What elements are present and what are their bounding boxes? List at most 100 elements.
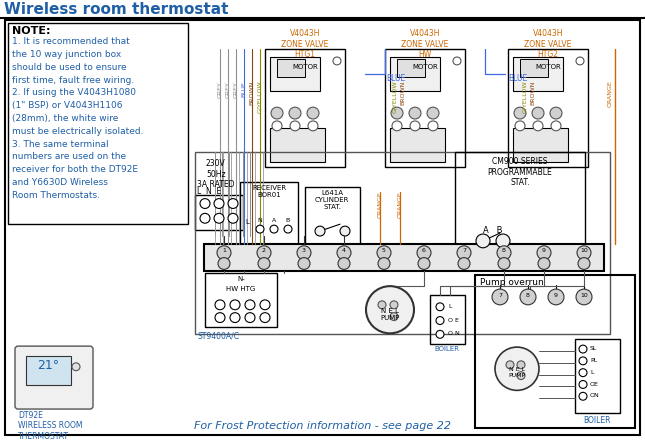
- Circle shape: [307, 107, 319, 119]
- Text: N: N: [257, 218, 263, 224]
- Text: L: L: [448, 304, 452, 309]
- Circle shape: [230, 300, 240, 310]
- Bar: [520, 59, 548, 77]
- Circle shape: [532, 107, 544, 119]
- Text: 21°: 21°: [37, 359, 59, 372]
- Text: 5: 5: [382, 248, 386, 253]
- Text: DT92E
WIRELESS ROOM
THERMOSTAT: DT92E WIRELESS ROOM THERMOSTAT: [18, 411, 83, 441]
- Circle shape: [436, 330, 444, 338]
- Circle shape: [550, 107, 562, 119]
- Circle shape: [418, 257, 430, 270]
- Bar: [390, 57, 440, 92]
- Text: MOTOR: MOTOR: [412, 64, 438, 70]
- Text: BOILER: BOILER: [435, 346, 459, 352]
- Text: ST9400A/C: ST9400A/C: [198, 331, 240, 340]
- Circle shape: [579, 345, 587, 353]
- Text: OE: OE: [590, 382, 599, 387]
- Text: Wireless room thermostat: Wireless room thermostat: [4, 2, 228, 17]
- Circle shape: [245, 300, 255, 310]
- Text: and Y6630D Wireless: and Y6630D Wireless: [12, 178, 108, 187]
- Text: MOTOR: MOTOR: [292, 64, 318, 70]
- Text: 3: 3: [302, 248, 306, 253]
- Text: GREY: GREY: [217, 80, 223, 97]
- Circle shape: [390, 313, 398, 320]
- Bar: [195, 195, 243, 230]
- Circle shape: [436, 303, 444, 311]
- Circle shape: [476, 234, 490, 248]
- Bar: [385, 49, 465, 167]
- Circle shape: [579, 369, 587, 377]
- Text: first time, fault free wiring.: first time, fault free wiring.: [12, 76, 134, 85]
- Circle shape: [514, 107, 526, 119]
- Circle shape: [215, 300, 225, 310]
- Bar: [265, 49, 345, 167]
- Text: RECEIVER
BOR01: RECEIVER BOR01: [252, 185, 286, 198]
- Text: V4043H
ZONE VALVE
HW: V4043H ZONE VALVE HW: [401, 30, 449, 59]
- Circle shape: [218, 257, 230, 270]
- Circle shape: [378, 301, 386, 309]
- Circle shape: [258, 257, 270, 270]
- Circle shape: [392, 121, 402, 131]
- Bar: [513, 128, 568, 162]
- Circle shape: [517, 372, 525, 380]
- Text: the 10 way junction box: the 10 way junction box: [12, 50, 121, 59]
- Bar: [204, 244, 604, 271]
- Circle shape: [340, 226, 350, 236]
- Text: A: A: [272, 218, 276, 224]
- Text: GREY: GREY: [233, 80, 239, 97]
- Circle shape: [458, 257, 470, 270]
- Bar: [508, 49, 588, 167]
- Text: MOTOR: MOTOR: [535, 64, 561, 70]
- Circle shape: [495, 347, 539, 390]
- Circle shape: [506, 361, 514, 369]
- Text: BROWN: BROWN: [401, 80, 406, 105]
- Text: must be electrically isolated.: must be electrically isolated.: [12, 127, 143, 136]
- Text: L  N  E: L N E: [197, 187, 221, 196]
- Text: 9: 9: [542, 248, 546, 253]
- Bar: [205, 274, 277, 328]
- Circle shape: [457, 246, 471, 260]
- Bar: [575, 339, 620, 413]
- Text: L641A
CYLINDER
STAT.: L641A CYLINDER STAT.: [315, 190, 349, 210]
- Text: 4: 4: [342, 248, 346, 253]
- Bar: [397, 59, 425, 77]
- Circle shape: [338, 257, 350, 270]
- Text: ON: ON: [590, 393, 600, 398]
- Text: BLUE: BLUE: [386, 74, 405, 83]
- Circle shape: [579, 392, 587, 400]
- Circle shape: [200, 198, 210, 208]
- Text: L: L: [590, 370, 593, 375]
- Text: numbers are used on the: numbers are used on the: [12, 152, 126, 161]
- Bar: [455, 152, 585, 266]
- Text: 7: 7: [498, 294, 502, 299]
- Text: BLUE: BLUE: [508, 74, 527, 83]
- Circle shape: [230, 313, 240, 323]
- Circle shape: [576, 57, 584, 65]
- Text: O E: O E: [448, 318, 459, 323]
- Circle shape: [417, 246, 431, 260]
- Circle shape: [228, 198, 238, 208]
- Circle shape: [289, 107, 301, 119]
- Text: 1. It is recommended that: 1. It is recommended that: [12, 38, 130, 46]
- Circle shape: [284, 225, 292, 233]
- Circle shape: [214, 198, 224, 208]
- Circle shape: [378, 257, 390, 270]
- Circle shape: [297, 246, 311, 260]
- Circle shape: [290, 121, 300, 131]
- Text: 2. If using the V4043H1080: 2. If using the V4043H1080: [12, 89, 136, 97]
- Text: SL: SL: [590, 346, 597, 351]
- Text: GREY: GREY: [226, 80, 230, 97]
- Text: 1: 1: [222, 248, 226, 253]
- Circle shape: [576, 289, 592, 305]
- Text: BOILER: BOILER: [583, 416, 611, 425]
- Text: 10: 10: [580, 248, 588, 253]
- Text: N-: N-: [237, 276, 245, 283]
- Circle shape: [498, 257, 510, 270]
- Text: 8: 8: [526, 294, 530, 299]
- Bar: [513, 57, 563, 92]
- Text: ORANGE: ORANGE: [377, 192, 382, 219]
- Circle shape: [390, 301, 398, 309]
- Text: HW HTG: HW HTG: [226, 286, 255, 292]
- Circle shape: [453, 57, 461, 65]
- Circle shape: [517, 361, 525, 369]
